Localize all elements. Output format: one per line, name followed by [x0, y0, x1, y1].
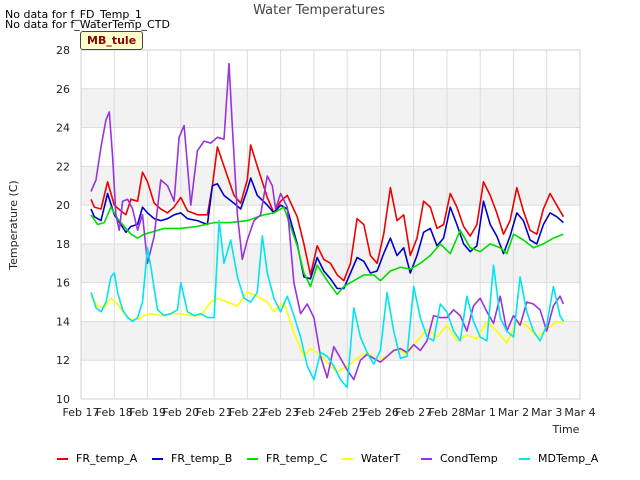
- x-tick-label: Feb 28: [428, 406, 465, 419]
- legend-swatch: [519, 457, 530, 460]
- legend-item: FR_temp_A: [57, 452, 137, 465]
- legend-label: WaterT: [361, 452, 401, 465]
- background-band: [81, 321, 580, 361]
- background-band: [81, 50, 580, 89]
- x-axis-label: Time: [552, 423, 580, 436]
- series-line-watert: [90, 291, 564, 373]
- x-tick-label: Feb 17: [63, 406, 100, 419]
- no-data-note-1: No data for f_FD_Temp_1: [5, 8, 142, 21]
- x-tick-label: Mar 1: [465, 406, 496, 419]
- x-tick-label: Feb 27: [395, 406, 432, 419]
- background-band: [81, 166, 580, 206]
- x-tick-label: Feb 23: [262, 406, 299, 419]
- y-tick-label: 20: [56, 199, 70, 212]
- y-tick-label: 24: [56, 122, 70, 135]
- legend-label: MDTemp_A: [538, 452, 599, 465]
- x-tick-label: Feb 24: [295, 406, 332, 419]
- site-badge: MB_tule: [80, 31, 144, 50]
- legend-item: WaterT: [342, 452, 400, 465]
- y-tick-label: 10: [56, 393, 70, 406]
- y-tick-label: 18: [56, 238, 70, 251]
- series-line-mdtemp-a: [90, 219, 565, 389]
- legend-item: FR_temp_C: [247, 452, 327, 465]
- x-tick-label: Mar 3: [531, 406, 562, 419]
- legend-item: MDTemp_A: [519, 452, 598, 465]
- legend-swatch: [152, 457, 163, 460]
- legend-swatch: [57, 457, 68, 460]
- x-tick-label: Mar 2: [498, 406, 529, 419]
- x-tick-label: Feb 20: [162, 406, 199, 419]
- x-tick-label: Feb 25: [329, 406, 366, 419]
- legend-label: FR_temp_A: [76, 452, 138, 465]
- background-bands: [81, 50, 580, 399]
- legend-swatch: [247, 457, 258, 460]
- y-ticks: 10 12 14 16 18 20 22 24 26 28: [56, 44, 70, 406]
- x-tick-label: Feb 26: [362, 406, 399, 419]
- y-tick-label: 28: [56, 44, 70, 57]
- legend-item: CondTemp: [421, 452, 498, 465]
- legend: FR_temp_A FR_temp_B FR_temp_C WaterT CondTem…: [0, 452, 640, 470]
- plot-frame: [80, 49, 581, 400]
- legend-swatch: [342, 457, 353, 460]
- legend-label: FR_temp_C: [266, 452, 328, 465]
- background-band: [81, 88, 580, 128]
- x-tick-label: Mar 4: [564, 406, 595, 419]
- x-tick-label: Feb 21: [196, 406, 233, 419]
- legend-label: FR_temp_B: [171, 452, 233, 465]
- legend-item: FR_temp_B: [152, 452, 232, 465]
- y-tick-label: 26: [56, 83, 70, 96]
- x-tick-label: Feb 18: [96, 406, 133, 419]
- legend-label: CondTemp: [440, 452, 498, 465]
- legend-swatch: [421, 457, 432, 460]
- y-axis-label: Temperature (C): [7, 180, 20, 270]
- series-line-fr-temp-b: [90, 177, 564, 290]
- series-line-fr-temp-a: [90, 144, 565, 282]
- x-tick-label: Feb 22: [229, 406, 266, 419]
- series-layer: [90, 62, 565, 389]
- x-tick-label: Feb 19: [129, 406, 166, 419]
- no-data-note-2: No data for f_WaterTemp_CTD: [5, 18, 170, 31]
- y-tick-label: 16: [56, 277, 70, 290]
- y-tick-label: 14: [56, 315, 70, 328]
- y-tick-label: 12: [56, 354, 70, 367]
- y-tick-label: 22: [56, 160, 70, 173]
- chart-title: Water Temperatures: [253, 3, 385, 18]
- background-band: [81, 127, 580, 167]
